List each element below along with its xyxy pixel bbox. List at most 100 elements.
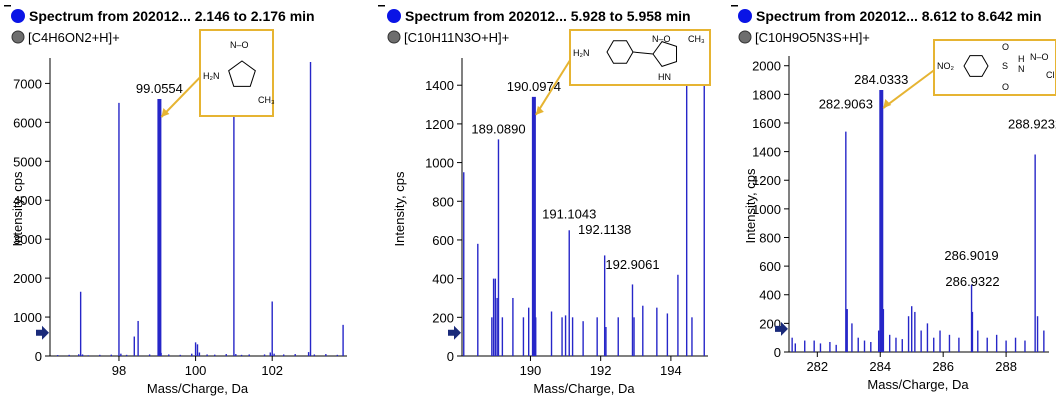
y-tick-label: 4000: [13, 193, 42, 208]
highlight-peak-label: 190.0974: [507, 79, 561, 94]
spectrum-panel-2: Spectrum from 202012... 5.928 to 5.958 m…: [374, 0, 713, 396]
structure-pointer: [535, 59, 571, 116]
atom-label: O: [1002, 82, 1009, 92]
x-tick-label: 194: [660, 363, 682, 378]
peak-label: 192.9061: [605, 257, 659, 272]
y-tick-label: 7000: [13, 76, 42, 91]
legend-label: [C4H6ON2+H]+: [28, 30, 120, 45]
y-tick-label: 5000: [13, 154, 42, 169]
peak-label: 286.9322: [945, 274, 999, 289]
y-axis-title: Intensity, cps: [392, 171, 407, 246]
blue-dot-icon: [387, 9, 401, 23]
threshold-arrow-icon: [36, 325, 49, 340]
y-tick-label: 1400: [752, 145, 781, 160]
peak-label: 189.0890: [471, 121, 525, 136]
x-axis-title: Mass/Charge, Da: [147, 381, 249, 396]
structure-pointer-head: [161, 107, 170, 117]
x-tick-label: 288: [995, 359, 1017, 374]
atom-label: N–O: [1030, 52, 1049, 62]
collapse-icon: [731, 5, 738, 7]
y-tick-label: 1000: [425, 156, 454, 171]
gray-dot-icon: [11, 30, 25, 44]
isoxazole-ring: [228, 60, 256, 87]
atom-label: HN: [658, 72, 671, 82]
y-tick-label: 600: [432, 233, 454, 248]
peak-label: 286.9019: [944, 248, 998, 263]
y-axis-title: Intensity, cps: [743, 168, 758, 243]
spectrum-chart-1: Spectrum from 202012... 2.146 to 2.176 m…: [4, 5, 347, 396]
y-tick-label: 1000: [752, 202, 781, 217]
x-tick-label: 286: [932, 359, 954, 374]
spectrum-chart-3: Spectrum from 202012... 8.612 to 8.642 m…: [731, 5, 1056, 392]
atom-label: CH₃: [258, 95, 275, 105]
spectrum-panel-1: Spectrum from 202012... 2.146 to 2.176 m…: [0, 0, 352, 396]
pyrazolone-ring: [652, 41, 678, 67]
x-axis-title: Mass/Charge, Da: [867, 377, 969, 392]
x-tick-label: 190: [520, 363, 542, 378]
x-tick-label: 192: [590, 363, 612, 378]
chart-title: Spectrum from 202012... 2.146 to 2.176 m…: [29, 8, 315, 24]
chart-title: Spectrum from 202012... 8.612 to 8.642 m…: [756, 8, 1042, 24]
atom-label: N: [1018, 64, 1025, 74]
y-tick-label: 1000: [13, 310, 42, 325]
atom-label: NO₂: [937, 61, 955, 71]
y-tick-label: 0: [35, 349, 42, 364]
y-tick-label: 0: [774, 345, 781, 360]
collapse-icon: [378, 5, 385, 7]
y-tick-label: 200: [432, 310, 454, 325]
y-tick-label: 800: [432, 194, 454, 209]
x-tick-label: 98: [112, 363, 126, 378]
y-tick-label: 600: [759, 259, 781, 274]
blue-dot-icon: [738, 9, 752, 23]
y-tick-label: 400: [432, 272, 454, 287]
y-tick-label: 1200: [752, 173, 781, 188]
x-tick-label: 102: [261, 363, 283, 378]
x-axis-title: Mass/Charge, Da: [533, 381, 635, 396]
peak-label: 191.1043: [542, 206, 596, 221]
y-tick-label: 1600: [752, 116, 781, 131]
structure-pointer-head: [883, 99, 892, 109]
atom-label: N–O: [230, 40, 249, 50]
structure-pointer: [882, 69, 935, 109]
y-tick-label: 800: [759, 230, 781, 245]
legend-label: [C10H11N3O+H]+: [404, 30, 509, 45]
y-tick-label: 1200: [425, 117, 454, 132]
atom-label: Cl: [1046, 70, 1055, 80]
atom-label: N–O: [652, 34, 671, 44]
atom-label: H: [1018, 54, 1025, 64]
structure-pointer-head: [535, 105, 544, 115]
gray-dot-icon: [387, 30, 401, 44]
structure-box: [933, 39, 1056, 96]
y-tick-label: 6000: [13, 115, 42, 130]
y-tick-label: 400: [759, 288, 781, 303]
structure-box: [199, 29, 274, 117]
y-tick-label: 1800: [752, 87, 781, 102]
x-tick-label: 100: [185, 363, 207, 378]
chart-title: Spectrum from 202012... 5.928 to 5.958 m…: [405, 8, 691, 24]
atom-label: CH₃: [688, 34, 705, 44]
highlight-peak-label: 284.0333: [854, 72, 908, 87]
benzene-ring: [606, 40, 634, 64]
y-axis-title: Intensity, cps: [10, 171, 25, 246]
structure-pointer: [160, 76, 201, 118]
atom-label: H₂N: [573, 48, 590, 58]
collapse-icon: [4, 5, 11, 7]
spectrum-panel-3: Spectrum from 202012... 8.612 to 8.642 m…: [727, 0, 1056, 396]
highlight-peak-label: 99.0554: [136, 81, 183, 96]
threshold-arrow-icon: [775, 321, 788, 336]
y-tick-label: 1400: [425, 78, 454, 93]
atom-label: H₂N: [203, 71, 220, 81]
peak-label: 192.1138: [578, 222, 631, 237]
structure-box: [569, 29, 711, 86]
y-tick-label: 2000: [752, 59, 781, 74]
y-tick-label: 0: [447, 349, 454, 364]
atom-label: O: [1002, 42, 1009, 52]
atom-label: S: [1002, 61, 1008, 71]
threshold-arrow-icon: [448, 325, 461, 340]
y-tick-label: 3000: [13, 232, 42, 247]
blue-dot-icon: [11, 9, 25, 23]
benzene-ring: [963, 55, 989, 77]
bond: [632, 51, 654, 55]
y-tick-label: 2000: [13, 271, 42, 286]
